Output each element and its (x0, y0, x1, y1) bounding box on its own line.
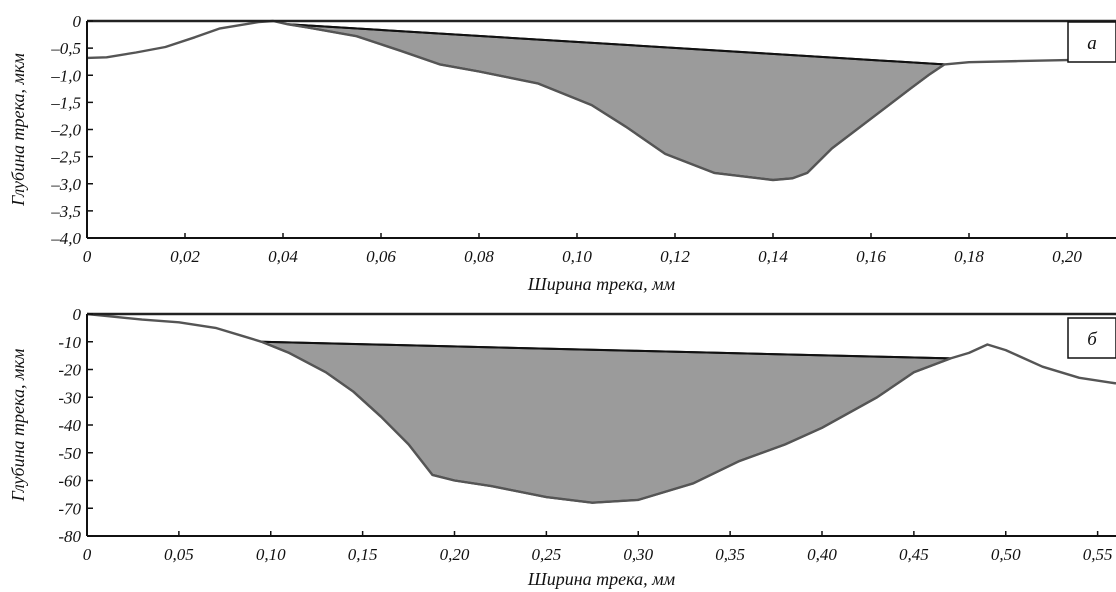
y-tick-label: -30 (58, 388, 81, 407)
y-tick-label: 0 (73, 305, 82, 324)
y-tick-label: -60 (58, 472, 81, 491)
y-tick-label: -80 (58, 527, 81, 546)
x-tick-label: 0,18 (954, 247, 984, 266)
x-axis-label: Ширина трека, мм (527, 274, 676, 294)
x-tick-label: 0,55 (1083, 545, 1113, 564)
y-tick-label: –3,0 (50, 175, 81, 194)
y-tick-label: -20 (58, 361, 81, 380)
chart-panel-1: 0-10-20-30-40-50-60-70-800 0,05 0,10 0,15 0,… (8, 305, 1116, 589)
y-tick-label: –2,0 (50, 121, 81, 140)
y-axis-label: Глубина трека, мкм (8, 53, 28, 207)
y-tick-label: –1,5 (50, 93, 81, 112)
x-tick-label: 0,14 (758, 247, 788, 266)
y-tick-label: –3,5 (50, 202, 81, 221)
panel-label: а (1087, 33, 1097, 54)
x-tick-label: 0,45 (899, 545, 929, 564)
x-axis-label: Ширина трека, мм (527, 569, 676, 589)
x-tick-label: 0,30 (623, 545, 653, 564)
y-tick-label: –1,0 (50, 66, 81, 85)
x-tick-label: 0,35 (715, 545, 745, 564)
x-tick-label: 0,20 (1052, 247, 1082, 266)
x-tick-label: 0,16 (856, 247, 886, 266)
x-tick-label: 0,04 (268, 247, 298, 266)
chart-panel-0: 0–0,5–1,0–1,5–2,0–2,5–3,0–3,5–4,00 0,02 0,… (8, 12, 1116, 294)
y-tick-label: -10 (58, 333, 81, 352)
panel-label-box (1067, 317, 1116, 359)
y-tick-label: –2,5 (50, 148, 81, 167)
y-axis-label: Глубина трека, мкм (8, 348, 28, 502)
y-tick-label: –0,5 (50, 39, 81, 58)
x-tick-label: 0,40 (807, 545, 837, 564)
x-tick-label: 0,06 (366, 247, 396, 266)
x-tick-label: 0,10 (562, 247, 592, 266)
x-tick-label: 0,50 (991, 545, 1021, 564)
x-tick-label: 0,15 (348, 545, 378, 564)
x-tick-label: 0,12 (660, 247, 690, 266)
x-tick-label: 0 (83, 545, 92, 564)
y-tick-label: -40 (58, 416, 81, 435)
x-tick-label: 0,02 (170, 247, 200, 266)
panel-label-box (1067, 21, 1116, 63)
panel-label: б (1087, 329, 1098, 350)
x-tick-label: 0,20 (440, 545, 470, 564)
x-tick-label: 0,05 (164, 545, 194, 564)
y-tick-label: –4,0 (50, 229, 81, 248)
x-tick-label: 0 (83, 247, 92, 266)
chord-line (287, 23, 945, 66)
profile-line (86, 312, 1116, 504)
profile-line (86, 19, 1116, 182)
chord-line (261, 340, 951, 360)
x-tick-label: 0,08 (464, 247, 494, 266)
y-tick-label: 0 (73, 12, 82, 31)
x-tick-label: 0,10 (256, 545, 286, 564)
wear-area (261, 340, 951, 504)
x-tick-label: 0,25 (532, 545, 562, 564)
y-tick-label: -50 (58, 444, 81, 463)
y-tick-label: -70 (58, 499, 81, 518)
wear-area (287, 23, 948, 182)
